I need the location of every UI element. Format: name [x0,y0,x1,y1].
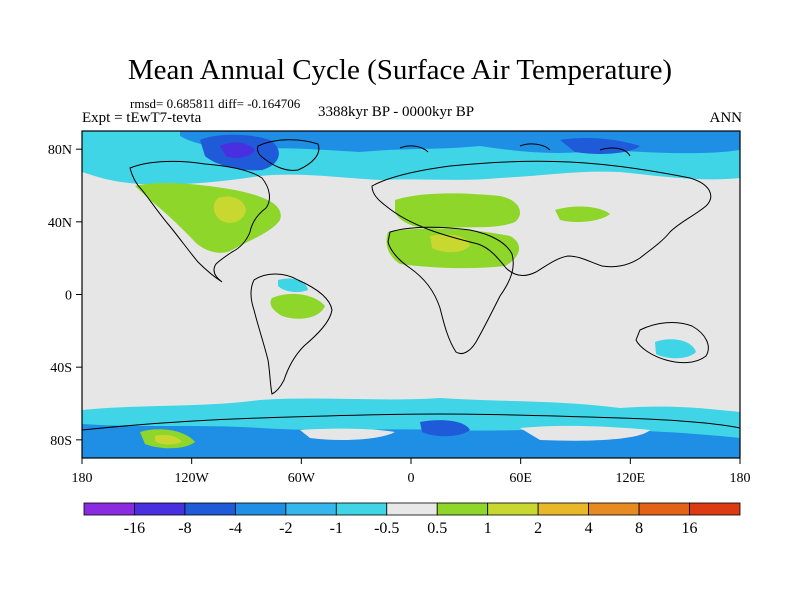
field-europe-warm [395,193,520,229]
chart-title: Mean Annual Cycle (Surface Air Temperatu… [127,54,673,86]
colorbar-swatch [436,502,489,516]
experiment-label: Expt = tEwT7-tevta [82,110,202,126]
coast-greenland [257,139,320,171]
coast-south-america [250,273,333,395]
colorbar-label: 4 [585,520,593,537]
field-amazon-warm [270,293,325,319]
field-antarctic-dark [420,420,470,437]
colorbar-label: -8 [178,520,191,537]
colorbar-label: 2 [534,520,542,537]
y-tick-label: 40S [50,361,72,376]
colorbar-swatch [386,502,438,516]
colorbar-swatch [638,502,690,516]
field-antarctic-east-gray [520,425,650,441]
field-antarctic-gray [300,428,395,440]
x-tick-label: 180 [72,471,93,486]
y-tick-label: 80N [48,143,72,158]
coast-africa [387,226,514,355]
x-tick-label: 120E [616,471,646,486]
colorbar-swatch [285,502,337,516]
x-tick-label: 60W [288,471,316,486]
y-tick-label: 80S [50,434,72,449]
colorbar-label: -2 [279,520,292,537]
colorbar-swatch [184,502,236,516]
period-label: 3388kyr BP - 0000kyr BP [318,104,475,120]
colorbar-label: -0.5 [374,520,399,537]
colorbar-swatch [335,502,388,516]
field-south-america-cool [278,278,308,293]
colorbar-label: 0.5 [427,520,447,537]
field-siberia-warm [555,206,610,222]
x-tick-label: 180 [730,471,751,486]
y-axis-ticks: 80N 40N 0 40S 80S [48,143,82,449]
field-australia-cool [655,339,696,359]
field-north-america-warm-core [213,196,246,223]
field-siberia-cool [560,138,640,154]
coast-australia [635,322,709,364]
field-north-america-warm [135,183,281,253]
colorbar-swatch [689,502,741,516]
colorbar-label: 16 [682,520,698,537]
stats-text: rmsd= 0.685811 diff= -0.164706 [130,96,301,111]
colorbar-swatch [83,502,135,516]
field-ross-warm-core [155,434,182,445]
field-arctic-dark-spot [220,142,255,158]
colorbar-label: 1 [484,520,492,537]
x-tick-label: 0 [408,471,415,486]
x-tick-label: 120W [175,471,210,486]
colorbar-label: -4 [229,520,242,537]
coast-arctic-islands [399,143,631,157]
x-axis-ticks: 180 120W 60W 0 60E 120E 180 [72,458,751,486]
colorbar-swatch [588,502,640,516]
colorbar-label: -16 [124,520,145,537]
map-plot-area [82,131,740,458]
colorbar-label: 8 [635,520,643,537]
y-tick-label: 0 [65,289,72,304]
colorbar-swatch [134,502,186,516]
coast-north-america [129,160,270,283]
colorbar-swatch [234,502,287,516]
colorbar-label: -1 [330,520,343,537]
season-label: ANN [709,110,743,126]
coast-antarctica [82,413,740,431]
colorbar-swatch [537,502,590,516]
colorbar: -16 -8 -4 -2 -1 -0.5 0.5 1 2 4 8 16 [83,502,741,537]
colorbar-swatch [487,502,539,516]
coast-eurasia [371,160,712,276]
coastlines [82,139,740,431]
x-tick-label: 60E [509,471,532,486]
y-tick-label: 40N [48,216,72,231]
